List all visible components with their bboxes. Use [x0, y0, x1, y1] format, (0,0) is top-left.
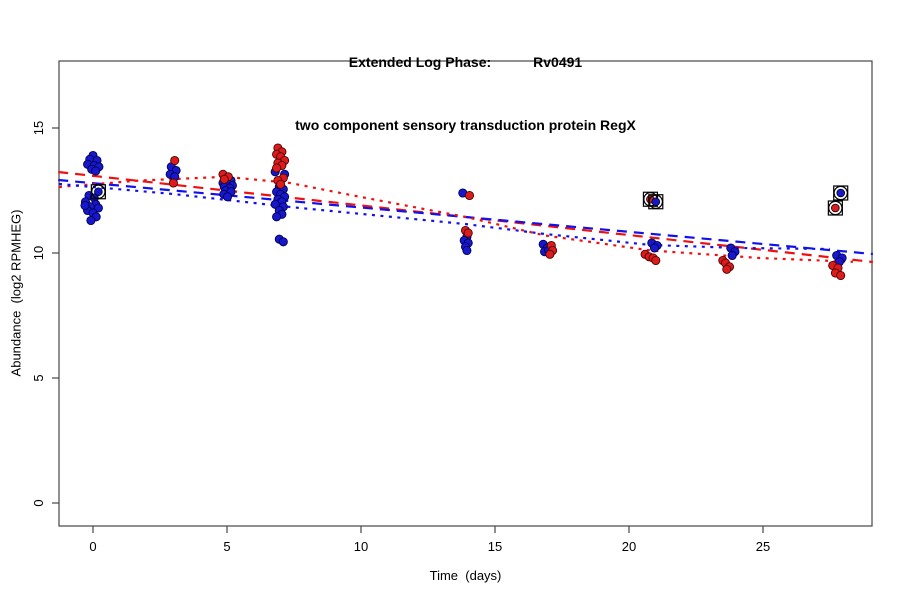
data-point-red [276, 179, 286, 189]
y-tick-label: 10 [31, 246, 46, 260]
flagged-point-dot-blue [836, 188, 846, 198]
data-point-blue [270, 199, 280, 209]
data-point-red [168, 178, 178, 188]
plot-title: Extended Log Phase: Rv0491 two component … [59, 10, 872, 178]
flagged-point-circle [648, 194, 664, 209]
data-point-blue [222, 192, 233, 202]
data-point-blue [272, 212, 282, 222]
data-point-blue [649, 243, 660, 253]
plot-title-gene: Rv0491 [533, 54, 583, 70]
data-point-red [219, 174, 229, 184]
plot-title-phase: Extended Log Phase: [348, 54, 492, 70]
flagged-point-dot-blue [94, 187, 103, 197]
data-point-red [464, 190, 475, 201]
x-tick-label: 0 [89, 539, 96, 554]
flagged-point-circle [91, 184, 106, 199]
x-tick-label: 10 [354, 539, 368, 554]
data-point-red [170, 155, 180, 166]
flagged-point-dot-red [831, 203, 840, 213]
data-point-red [463, 228, 473, 238]
plot-title-line1: Extended Log Phase: Rv0491 [59, 52, 872, 73]
plot-box [58, 60, 873, 527]
data-point-blue [462, 245, 472, 256]
data-point-blue [727, 250, 737, 261]
y-tick-label: 15 [31, 121, 46, 135]
flagged-point-circle [833, 185, 848, 201]
plot-subtitle: two component sensory transduction prote… [295, 117, 636, 133]
x-tick-label: 25 [756, 539, 770, 554]
data-point-red [651, 255, 661, 266]
trend-line-blue-dotted-fit [58, 182, 831, 251]
flagged-point-dot-blue [651, 197, 661, 207]
data-point-blue [80, 200, 90, 211]
y-tick-label: 0 [31, 499, 46, 506]
data-point-blue [278, 237, 288, 247]
x-tick-label: 15 [488, 539, 502, 554]
data-point-blue [91, 166, 101, 176]
flagged-point-circle [828, 200, 843, 216]
data-point-blue [86, 215, 96, 226]
data-point-red [836, 270, 846, 281]
data-point-red [545, 249, 555, 259]
data-point-red [722, 264, 732, 274]
y-tick-label: 5 [31, 374, 46, 381]
data-point-red [272, 163, 282, 173]
x-axis-label: Time (days) [429, 568, 502, 583]
x-tick-label: 20 [622, 539, 636, 554]
x-tick-label: 5 [223, 539, 230, 554]
y-axis-label: Abundance (log2 RPMHEG) [8, 209, 24, 377]
